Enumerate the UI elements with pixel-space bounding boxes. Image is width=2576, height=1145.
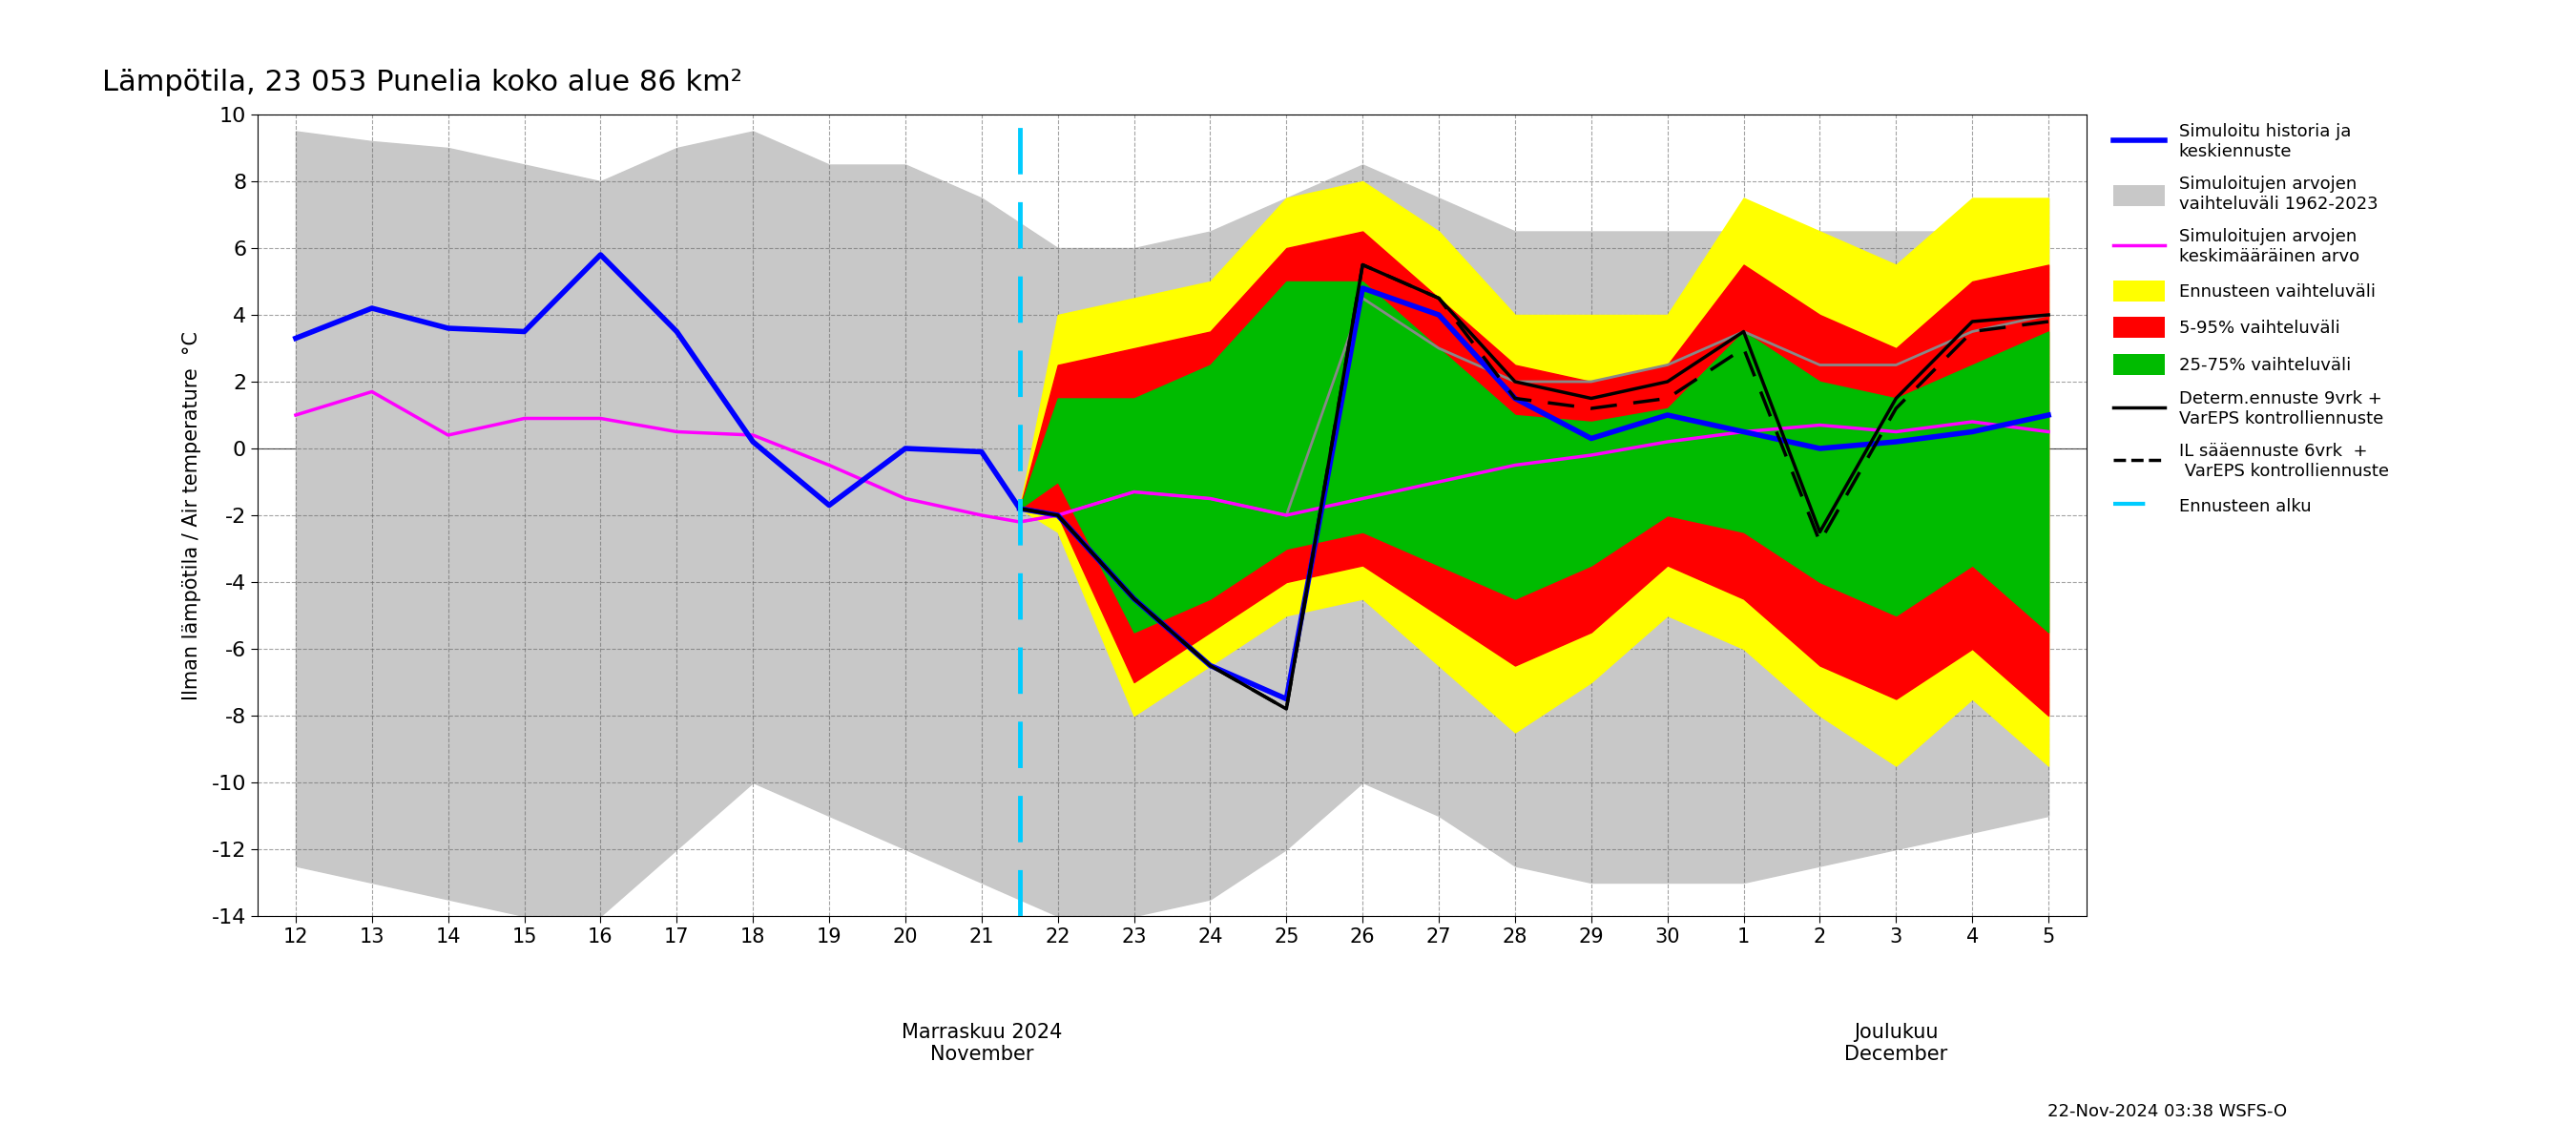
Y-axis label: Ilman lämpötila / Air temperature  °C: Ilman lämpötila / Air temperature °C (183, 331, 201, 700)
Text: Marraskuu 2024
November: Marraskuu 2024 November (902, 1022, 1061, 1064)
Text: Lämpötila, 23 053 Punelia koko alue 86 km²: Lämpötila, 23 053 Punelia koko alue 86 k… (103, 69, 742, 96)
Legend: Simuloitu historia ja
keskiennuste, Simuloitujen arvojen
vaihteluväli 1962-2023,: Simuloitu historia ja keskiennuste, Simu… (2112, 124, 2388, 516)
Text: 22-Nov-2024 03:38 WSFS-O: 22-Nov-2024 03:38 WSFS-O (2048, 1103, 2287, 1120)
Text: Joulukuu
December: Joulukuu December (1844, 1022, 1947, 1064)
